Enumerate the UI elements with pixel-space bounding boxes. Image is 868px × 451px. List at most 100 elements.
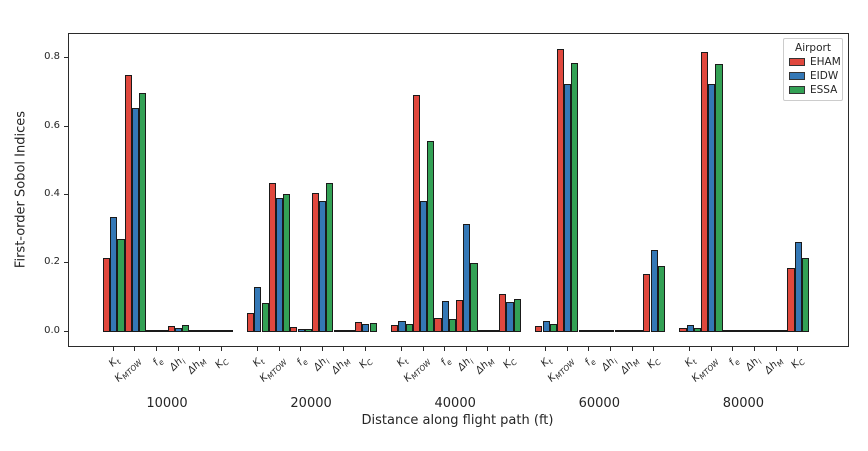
bar-eham xyxy=(499,293,507,332)
x-tick-mark xyxy=(566,347,568,351)
bar-eham xyxy=(434,317,442,332)
bar-eham xyxy=(578,329,586,332)
bar-essa xyxy=(758,329,766,332)
bar-eidw xyxy=(218,329,226,332)
bar-eham xyxy=(355,322,363,332)
bar-eham xyxy=(556,49,565,332)
group-label-20000: 20000 xyxy=(290,396,332,411)
bar-essa xyxy=(801,258,809,332)
bar-eham xyxy=(679,328,687,332)
bar-eidw xyxy=(729,329,737,332)
bar-eidw xyxy=(110,217,118,332)
x-tick-mark xyxy=(509,347,510,351)
bar-eham xyxy=(167,326,175,332)
bar-essa xyxy=(592,329,601,332)
bar-eham xyxy=(535,325,543,332)
x-tick-mark xyxy=(465,347,467,351)
bar-eidw xyxy=(506,302,514,332)
plot-area xyxy=(68,33,849,347)
x-tick-mark xyxy=(444,347,446,351)
y-tick-label: 0.4 xyxy=(44,187,60,199)
bar-eham xyxy=(643,274,651,332)
x-tick-mark xyxy=(256,347,258,351)
bar-eham xyxy=(621,329,629,332)
y-tick-mark xyxy=(64,57,68,59)
x-tick-mark xyxy=(401,347,402,351)
legend-swatch-eidw xyxy=(789,72,805,80)
bar-eidw xyxy=(751,329,759,332)
bar-eidw xyxy=(542,321,550,332)
bar-eham xyxy=(456,300,464,332)
y-tick-mark xyxy=(64,125,68,127)
bar-essa xyxy=(636,329,644,332)
x-tick-mark xyxy=(609,347,611,351)
x-tick-mark xyxy=(343,347,345,351)
bar-eham xyxy=(189,329,197,332)
x-tick-mark xyxy=(364,347,366,351)
bar-essa xyxy=(369,323,377,332)
x-tick-mark xyxy=(545,347,547,351)
x-tick-mark xyxy=(321,347,323,351)
bar-eham xyxy=(600,329,608,332)
bar-eidw xyxy=(686,324,694,332)
bar-essa xyxy=(405,323,413,332)
bar-essa xyxy=(513,298,521,332)
bar-essa xyxy=(160,329,168,332)
bar-eham xyxy=(124,75,132,332)
bar-eidw xyxy=(153,329,161,332)
bar-eidw xyxy=(650,250,658,332)
x-tick-mark xyxy=(653,347,655,351)
legend-item-essa: ESSA xyxy=(789,84,837,96)
bar-eidw xyxy=(398,321,406,332)
x-tick-mark xyxy=(300,347,302,351)
x-tick-mark xyxy=(797,347,799,351)
bar-eidw xyxy=(441,300,449,332)
bar-eidw xyxy=(564,84,572,332)
bar-eidw xyxy=(362,324,370,332)
bar-eidw xyxy=(340,329,348,332)
bar-essa xyxy=(326,183,334,332)
y-tick-label: 0.2 xyxy=(44,256,60,268)
bar-essa xyxy=(347,329,356,332)
legend-label-eham: EHAM xyxy=(810,56,841,68)
bar-eham xyxy=(744,329,752,332)
bar-eham xyxy=(146,329,154,332)
y-tick-label: 0.0 xyxy=(44,324,60,336)
x-tick-mark xyxy=(278,347,280,351)
bar-essa xyxy=(737,329,745,332)
bar-eidw xyxy=(585,329,593,332)
x-tick-mark xyxy=(177,347,179,351)
bar-essa xyxy=(117,239,125,332)
bar-eidw xyxy=(463,223,471,332)
x-tick-mark xyxy=(156,347,157,351)
legend-label-eidw: EIDW xyxy=(810,70,839,82)
bar-essa xyxy=(657,266,665,332)
bar-eham xyxy=(477,329,485,332)
x-tick-mark xyxy=(112,347,114,351)
bar-essa xyxy=(470,262,478,332)
x-tick-mark xyxy=(689,347,691,351)
bar-essa xyxy=(139,92,147,332)
bar-eham xyxy=(701,51,709,332)
bar-eidw xyxy=(484,329,492,332)
bar-essa xyxy=(261,302,269,332)
bar-eham xyxy=(787,268,795,332)
group-label-40000: 40000 xyxy=(434,396,476,411)
bar-essa xyxy=(549,324,557,332)
bar-eidw xyxy=(708,84,716,332)
bar-eham xyxy=(391,325,399,332)
legend-item-eham: EHAM xyxy=(789,56,841,68)
bar-essa xyxy=(427,141,435,332)
bar-essa xyxy=(614,329,622,332)
y-tick-mark xyxy=(64,193,68,195)
x-tick-mark xyxy=(732,347,734,351)
legend-item-eidw: EIDW xyxy=(789,70,839,82)
y-tick-label: 0.6 xyxy=(44,119,60,131)
bar-eidw xyxy=(196,329,204,332)
legend-swatch-eham xyxy=(789,58,805,66)
bar-eidw xyxy=(275,197,284,332)
bar-essa xyxy=(715,64,723,332)
x-tick-mark xyxy=(631,347,633,351)
x-tick-mark xyxy=(199,347,201,351)
